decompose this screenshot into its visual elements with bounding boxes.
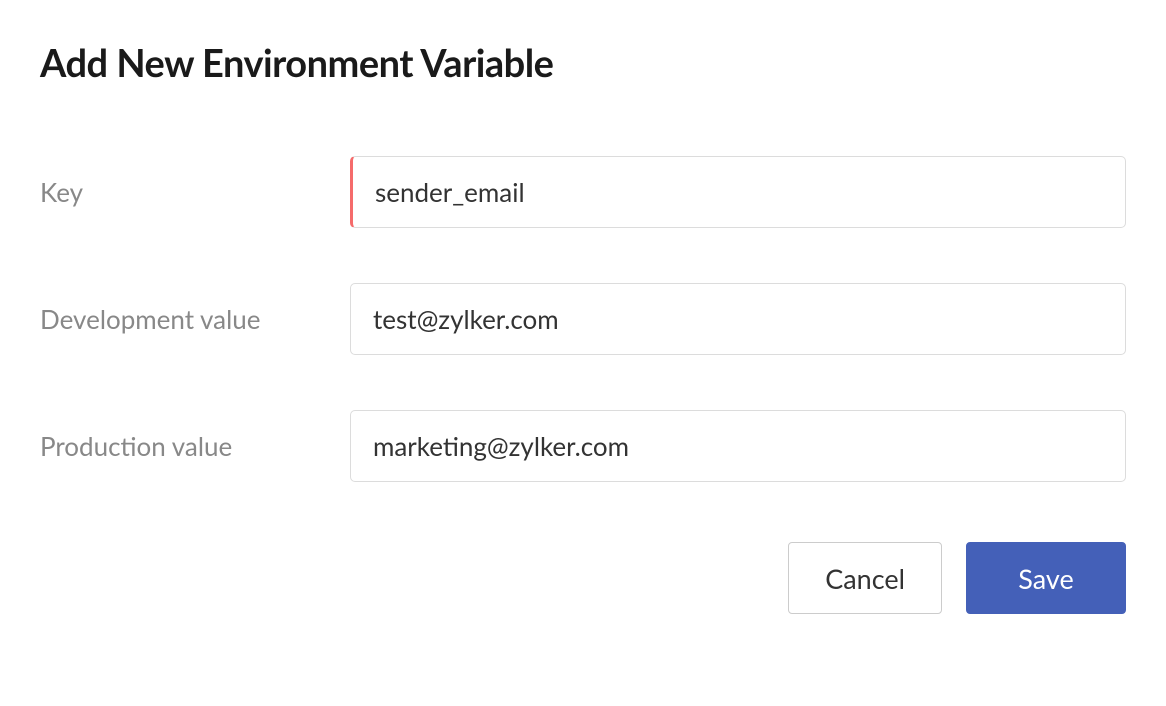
production-input[interactable] (350, 410, 1126, 482)
development-label: Development value (40, 303, 350, 335)
key-label: Key (40, 176, 350, 208)
development-input[interactable] (350, 283, 1126, 355)
cancel-button[interactable]: Cancel (788, 542, 942, 614)
production-input-wrapper (350, 410, 1126, 482)
production-label: Production value (40, 430, 350, 462)
development-input-wrapper (350, 283, 1126, 355)
key-row: Key (40, 156, 1126, 228)
development-row: Development value (40, 283, 1126, 355)
key-input[interactable] (350, 156, 1126, 228)
key-input-wrapper (350, 156, 1126, 228)
production-row: Production value (40, 410, 1126, 482)
button-row: Cancel Save (40, 542, 1126, 614)
page-title: Add New Environment Variable (40, 40, 1126, 86)
save-button[interactable]: Save (966, 542, 1126, 614)
